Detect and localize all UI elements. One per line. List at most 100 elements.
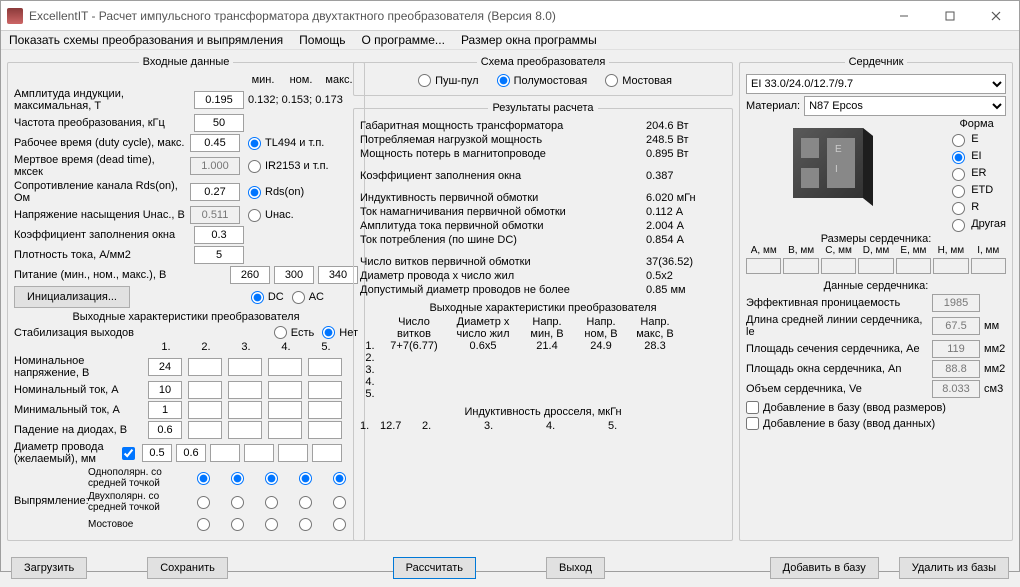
shape-etd[interactable]: ETD bbox=[947, 182, 1006, 198]
imin-4[interactable] bbox=[268, 401, 302, 419]
rect-2-1[interactable] bbox=[197, 496, 210, 509]
rect-1-1[interactable] bbox=[197, 472, 210, 485]
inom-1[interactable] bbox=[148, 381, 182, 399]
b-input[interactable] bbox=[194, 91, 244, 109]
inom-4[interactable] bbox=[268, 381, 302, 399]
inom-5[interactable] bbox=[308, 381, 342, 399]
result-value: 2.004 А bbox=[646, 220, 726, 232]
shape-er[interactable]: ER bbox=[947, 165, 1006, 181]
rect-1-3[interactable] bbox=[265, 472, 278, 485]
stab-yes[interactable]: Есть bbox=[274, 326, 314, 339]
ac-radio[interactable]: AC bbox=[292, 291, 324, 304]
freq-input[interactable] bbox=[194, 114, 244, 132]
result-value: 0.387 bbox=[646, 170, 726, 182]
wire-1[interactable] bbox=[176, 444, 206, 462]
shape-other[interactable]: Другая bbox=[947, 216, 1006, 232]
result-name: Коэффициент заполнения окна bbox=[360, 170, 646, 182]
core-select[interactable]: EI 33.0/24.0/12.7/9.7 bbox=[746, 74, 1006, 94]
supply-nom[interactable] bbox=[274, 266, 314, 284]
rect-1-4[interactable] bbox=[299, 472, 312, 485]
result-row: Ток потребления (по шине DC)0.854 А bbox=[360, 234, 726, 246]
init-button[interactable]: Инициализация... bbox=[14, 286, 130, 308]
rect-2-3[interactable] bbox=[265, 496, 278, 509]
rect-3-2[interactable] bbox=[231, 518, 244, 531]
scheme-pushpull[interactable]: Пуш-пул bbox=[418, 74, 479, 87]
rect-3-1[interactable] bbox=[197, 518, 210, 531]
rds-input[interactable] bbox=[190, 183, 240, 201]
close-button[interactable] bbox=[973, 1, 1019, 31]
menu-window-size[interactable]: Размер окна программы bbox=[461, 33, 597, 47]
vdrop-5[interactable] bbox=[308, 421, 342, 439]
rect-1-2[interactable] bbox=[231, 472, 244, 485]
imin-5[interactable] bbox=[308, 401, 342, 419]
menu-about[interactable]: О программе... bbox=[362, 33, 445, 47]
vnom-5[interactable] bbox=[308, 358, 342, 376]
material-select[interactable]: N87 Epcos bbox=[804, 96, 1006, 116]
out-char-title: Выходные характеристики преобразователя bbox=[14, 311, 358, 323]
shape-ei[interactable]: EI bbox=[947, 148, 1006, 164]
shape-r[interactable]: R bbox=[947, 199, 1006, 215]
result-name: Диаметр провода х число жил bbox=[360, 270, 646, 282]
maximize-button[interactable] bbox=[927, 1, 973, 31]
rect-2-4[interactable] bbox=[299, 496, 312, 509]
shape-e[interactable]: E bbox=[947, 131, 1006, 147]
vdrop-3[interactable] bbox=[228, 421, 262, 439]
inom-3[interactable] bbox=[228, 381, 262, 399]
wire-5[interactable] bbox=[312, 444, 342, 462]
rect-3-4[interactable] bbox=[299, 518, 312, 531]
duty-input[interactable] bbox=[190, 134, 240, 152]
rect-row-2: Двухполярн. со средней точкой bbox=[88, 491, 188, 513]
add-db-data[interactable]: Добавление в базу (ввод данных) bbox=[746, 417, 1006, 430]
rect-1-5[interactable] bbox=[333, 472, 346, 485]
col-4: 4. bbox=[268, 341, 304, 353]
jdens-input[interactable] bbox=[194, 246, 244, 264]
wire-checkbox[interactable] bbox=[122, 447, 135, 460]
kfill-input[interactable] bbox=[194, 226, 244, 244]
minimize-button[interactable] bbox=[881, 1, 927, 31]
wire-0[interactable] bbox=[142, 444, 172, 462]
imin-3[interactable] bbox=[228, 401, 262, 419]
scheme-fullbridge[interactable]: Мостовая bbox=[605, 74, 672, 87]
supply-min[interactable] bbox=[230, 266, 270, 284]
rect-2-5[interactable] bbox=[333, 496, 346, 509]
menu-schemes[interactable]: Показать схемы преобразования и выпрямле… bbox=[9, 33, 283, 47]
save-button[interactable]: Сохранить bbox=[147, 557, 228, 579]
result-name: Ток намагничивания первичной обмотки bbox=[360, 206, 646, 218]
exit-button[interactable]: Выход bbox=[546, 557, 605, 579]
shape-label: Форма bbox=[947, 118, 1006, 130]
imin-2[interactable] bbox=[188, 401, 222, 419]
unas-opt[interactable]: Uнас. bbox=[248, 209, 358, 222]
add-db-button[interactable]: Добавить в базу bbox=[770, 557, 879, 579]
supply-max[interactable] bbox=[318, 266, 358, 284]
menu-help[interactable]: Помощь bbox=[299, 33, 345, 47]
rect-3-5[interactable] bbox=[333, 518, 346, 531]
ve-input bbox=[932, 380, 980, 398]
add-db-sizes[interactable]: Добавление в базу (ввод размеров) bbox=[746, 401, 1006, 414]
result-row: Диаметр провода х число жил0.5х2 bbox=[360, 270, 726, 282]
vnom-3[interactable] bbox=[228, 358, 262, 376]
del-db-button[interactable]: Удалить из базы bbox=[899, 557, 1009, 579]
le-label: Длина средней линии сердечника, le bbox=[746, 314, 932, 338]
inom-2[interactable] bbox=[188, 381, 222, 399]
vdrop-2[interactable] bbox=[188, 421, 222, 439]
dc-radio[interactable]: DC bbox=[251, 291, 284, 304]
load-button[interactable]: Загрузить bbox=[11, 557, 87, 579]
wire-4[interactable] bbox=[278, 444, 308, 462]
rds-opt[interactable]: Rds(on) bbox=[248, 186, 358, 199]
rect-3-3[interactable] bbox=[265, 518, 278, 531]
vnom-1[interactable] bbox=[148, 358, 182, 376]
vdrop-4[interactable] bbox=[268, 421, 302, 439]
vnom-2[interactable] bbox=[188, 358, 222, 376]
duty-opt[interactable]: TL494 и т.п. bbox=[248, 137, 358, 150]
calc-button[interactable]: Рассчитать bbox=[393, 557, 476, 579]
scheme-halfbridge[interactable]: Полумостовая bbox=[497, 74, 588, 87]
wire-3[interactable] bbox=[244, 444, 274, 462]
unas-label: Напряжение насыщения Uнас., В bbox=[14, 209, 186, 221]
dead-opt[interactable]: IR2153 и т.п. bbox=[248, 160, 358, 173]
rect-2-2[interactable] bbox=[231, 496, 244, 509]
wire-2[interactable] bbox=[210, 444, 240, 462]
vnom-4[interactable] bbox=[268, 358, 302, 376]
imin-1[interactable] bbox=[148, 401, 182, 419]
vdrop-1[interactable] bbox=[148, 421, 182, 439]
out-row: 5. bbox=[360, 388, 726, 400]
